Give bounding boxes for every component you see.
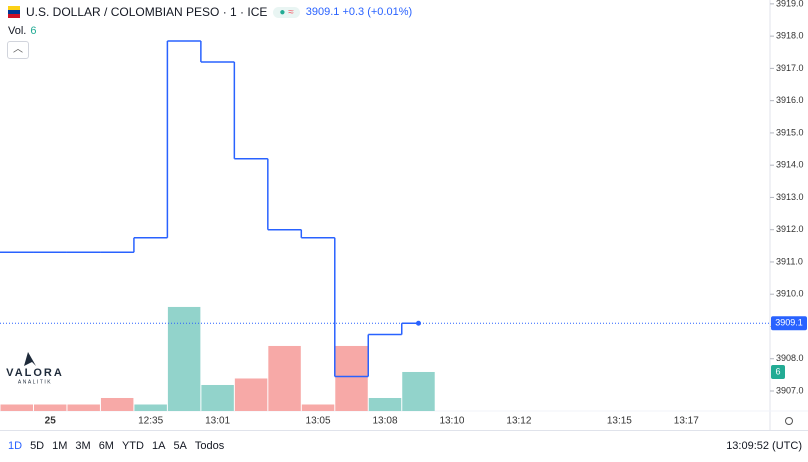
volume-bar: [67, 404, 100, 411]
collapse-button[interactable]: ︿: [7, 41, 29, 59]
y-tick-label: 3919.0: [776, 0, 804, 8]
range-button[interactable]: 3M: [75, 440, 91, 452]
symbol-title: U.S. DOLLAR / COLOMBIAN PESO · 1 · ICE: [26, 5, 268, 19]
x-tick-label: 13:08: [372, 416, 397, 427]
y-tick-label: 3918.0: [776, 31, 804, 41]
volume-label: Vol.: [8, 25, 27, 37]
x-tick-label: 12:35: [138, 416, 163, 427]
volume-bar: [402, 371, 435, 411]
y-tick-label: 3911.0: [776, 256, 803, 266]
settings-icon[interactable]: [785, 417, 793, 425]
header-price: 3909.1 +0.3 (+0.01%): [306, 6, 412, 18]
status-pill[interactable]: ● ≈: [273, 6, 300, 18]
volume-bar: [335, 345, 368, 411]
range-button[interactable]: YTD: [121, 440, 144, 452]
volume-bar: [234, 378, 268, 411]
volume-legend: Vol. 6: [8, 25, 36, 37]
x-tick-label: 13:12: [506, 416, 531, 427]
last-point: [415, 320, 421, 326]
volume-bar: [134, 404, 167, 411]
y-tick-label: 3915.0: [776, 127, 804, 137]
x-tick-label: 13:15: [607, 416, 632, 427]
logo-name: VALORA: [6, 367, 64, 379]
change-pct: (+0.01%): [367, 6, 413, 18]
x-tick-label: 13:10: [439, 416, 464, 427]
range-buttons: 1D 5D 1M 3M 6M YTD 1A 5A Todos: [8, 440, 224, 452]
range-button[interactable]: 1D: [8, 440, 23, 452]
logo-sub: ANALITIK: [18, 379, 52, 385]
change: +0.3: [342, 6, 365, 18]
y-tick-label: 3908.0: [776, 353, 804, 363]
y-tick-label: 3914.0: [776, 160, 804, 170]
y-tick-label: 3917.0: [776, 63, 804, 73]
volume-bar: [301, 404, 335, 411]
clock: 13:09:52 (UTC): [726, 440, 802, 452]
x-tick-label: 13:05: [306, 416, 331, 427]
x-tick-label: 25: [45, 416, 57, 427]
header: U.S. DOLLAR / COLOMBIAN PESO · 1 · ICE ●…: [8, 5, 412, 19]
y-tick-label: 3907.0: [776, 385, 804, 395]
bottom-bar: 1D 5D 1M 3M 6M YTD 1A 5A Todos 13:09:52 (UTC): [0, 430, 808, 462]
logo-icon: [24, 352, 36, 366]
range-button[interactable]: Todos: [194, 440, 225, 452]
range-button[interactable]: 1M: [52, 440, 68, 452]
x-tick-label: 13:17: [674, 416, 699, 427]
volume-bar: [33, 404, 67, 411]
volume-bar: [268, 345, 301, 411]
volume-bar: [100, 397, 134, 411]
range-button[interactable]: 5A: [173, 440, 187, 452]
last-price: 3909.1: [305, 6, 340, 18]
volume-bar: [201, 384, 234, 411]
y-tick-label: 3910.0: [776, 289, 804, 299]
volume-axis-label: 6: [775, 366, 780, 376]
volume-bar: [0, 404, 33, 411]
price-label: 3909.1: [775, 318, 803, 328]
chart: 3907.03908.03909.03910.03911.03912.03913…: [0, 0, 808, 430]
flag-icon: [8, 6, 20, 18]
volume-label-box: [771, 364, 785, 379]
y-tick-label: 3913.0: [776, 192, 804, 202]
x-tick-label: 13:01: [205, 416, 230, 427]
price-label-box: [771, 316, 807, 331]
y-tick-label: 3912.0: [776, 224, 804, 234]
volume-bar: [368, 397, 402, 411]
range-button[interactable]: 5D: [30, 440, 45, 452]
volume-bar: [167, 306, 201, 411]
range-button[interactable]: 1A: [151, 440, 166, 452]
volume-value: 6: [30, 25, 37, 37]
range-button[interactable]: 6M: [98, 440, 114, 452]
y-tick-label: 3916.0: [776, 95, 804, 105]
